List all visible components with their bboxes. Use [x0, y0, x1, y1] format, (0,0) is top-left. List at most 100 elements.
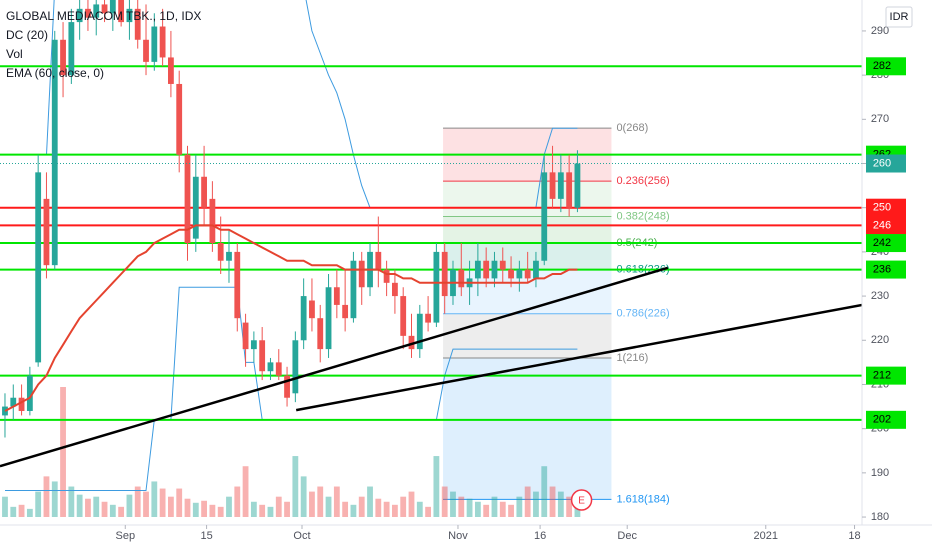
candle-body	[134, 8, 141, 40]
volume-bar	[93, 496, 100, 517]
level-badge	[866, 260, 906, 279]
candle-body	[18, 397, 25, 411]
candle-body	[201, 176, 207, 208]
volume-bar	[118, 506, 125, 517]
candle-body	[43, 198, 50, 266]
volume-bar	[201, 500, 207, 517]
candle-body	[491, 260, 498, 279]
last-price-badge	[866, 154, 906, 173]
volume-bar	[2, 496, 8, 517]
volume-bar	[325, 496, 332, 517]
volume-bar	[184, 498, 191, 517]
trend-line	[295, 303, 862, 412]
volume-bar	[43, 476, 50, 517]
candle-body	[250, 340, 257, 350]
volume-bar	[342, 501, 349, 517]
indicator-label: Vol	[6, 47, 23, 61]
y-tick-label: 230	[871, 290, 889, 302]
candle-body	[483, 260, 490, 279]
chart-title: GLOBAL MEDIACOM TBK., 1D, IDX	[6, 9, 201, 23]
candle-body	[416, 313, 423, 350]
volume-bar	[234, 486, 241, 517]
level-label: 242	[873, 237, 891, 249]
volume-bar	[109, 504, 116, 517]
candle-body	[35, 172, 42, 363]
volume-bar	[35, 491, 42, 517]
candle-body	[309, 300, 315, 319]
x-tick-label: Sep	[115, 530, 135, 542]
candle-body	[383, 269, 390, 283]
fib-zone	[443, 216, 612, 244]
volume-bar	[168, 496, 174, 517]
event-label: E	[578, 496, 585, 507]
volume-bar	[126, 494, 133, 517]
last-price-label: 260	[873, 157, 891, 169]
candle-body	[68, 22, 75, 76]
volume-bar	[134, 486, 141, 517]
volume-bar	[309, 491, 315, 517]
volume-bar	[358, 496, 365, 517]
y-tick-label: 220	[871, 334, 889, 346]
volume-bar	[508, 504, 514, 517]
volume-bar	[209, 504, 216, 517]
x-tick-label: 2021	[754, 530, 778, 542]
volume-bar	[367, 486, 373, 517]
candle-body	[499, 260, 506, 270]
volume-bar	[317, 486, 324, 517]
y-tick-label: 290	[871, 25, 889, 37]
volume-bar	[85, 498, 91, 517]
volume-bar	[192, 502, 199, 517]
volume-bar	[541, 466, 548, 517]
volume-bar	[242, 466, 249, 517]
volume-bar	[151, 481, 158, 517]
currency[interactable]: IDR	[890, 11, 909, 23]
currency-box[interactable]	[885, 6, 913, 28]
level-badge	[866, 234, 906, 253]
candle-body	[93, 4, 100, 18]
candle-body	[541, 172, 548, 261]
volume-bar	[284, 501, 290, 517]
indicator-label: DC (20)	[6, 28, 48, 42]
level-label: 250	[873, 202, 891, 214]
volume-bar	[491, 496, 498, 517]
candle-body	[566, 172, 573, 208]
volume-bar	[267, 506, 274, 517]
candle-body	[342, 304, 349, 319]
candle-body	[176, 83, 183, 155]
volume-bar	[10, 506, 17, 517]
candle-body	[441, 251, 448, 297]
axes: 180190200210220230240250260270280290Sep1…	[115, 25, 906, 542]
candle-body	[76, 8, 83, 23]
indicator-label: EMA (60, close, 0)	[6, 66, 104, 80]
volume-bar	[458, 496, 465, 517]
level-badge	[866, 410, 906, 429]
x-tick-label: Dec	[617, 530, 637, 542]
event-marker	[570, 489, 593, 511]
candle-body	[557, 172, 564, 199]
volume-bar	[441, 486, 448, 517]
y-tick-label: 190	[871, 467, 889, 479]
candle-body	[85, 8, 91, 18]
candle-body	[325, 287, 332, 350]
level-badge	[866, 216, 906, 235]
candle-body	[126, 8, 133, 23]
volume-bar	[533, 491, 539, 517]
candle-body	[151, 26, 158, 62]
volume-bar	[566, 496, 573, 517]
level-badge	[866, 57, 906, 76]
x-tick-label: 18	[848, 530, 860, 542]
volume-bar	[400, 496, 407, 517]
volume-bar	[425, 506, 431, 517]
y-tick-label: 270	[871, 113, 889, 125]
volume-bar	[433, 456, 440, 517]
candle-body	[300, 296, 307, 341]
candle-body	[259, 340, 266, 372]
fib-label: 0.236(256)	[616, 175, 669, 187]
volume-bar	[259, 504, 266, 517]
candle-body	[333, 287, 340, 305]
volume-bar	[516, 496, 523, 517]
volume-bar	[350, 504, 357, 517]
candle-body	[458, 269, 465, 288]
candle-body	[192, 176, 199, 239]
level-badge	[866, 366, 906, 385]
